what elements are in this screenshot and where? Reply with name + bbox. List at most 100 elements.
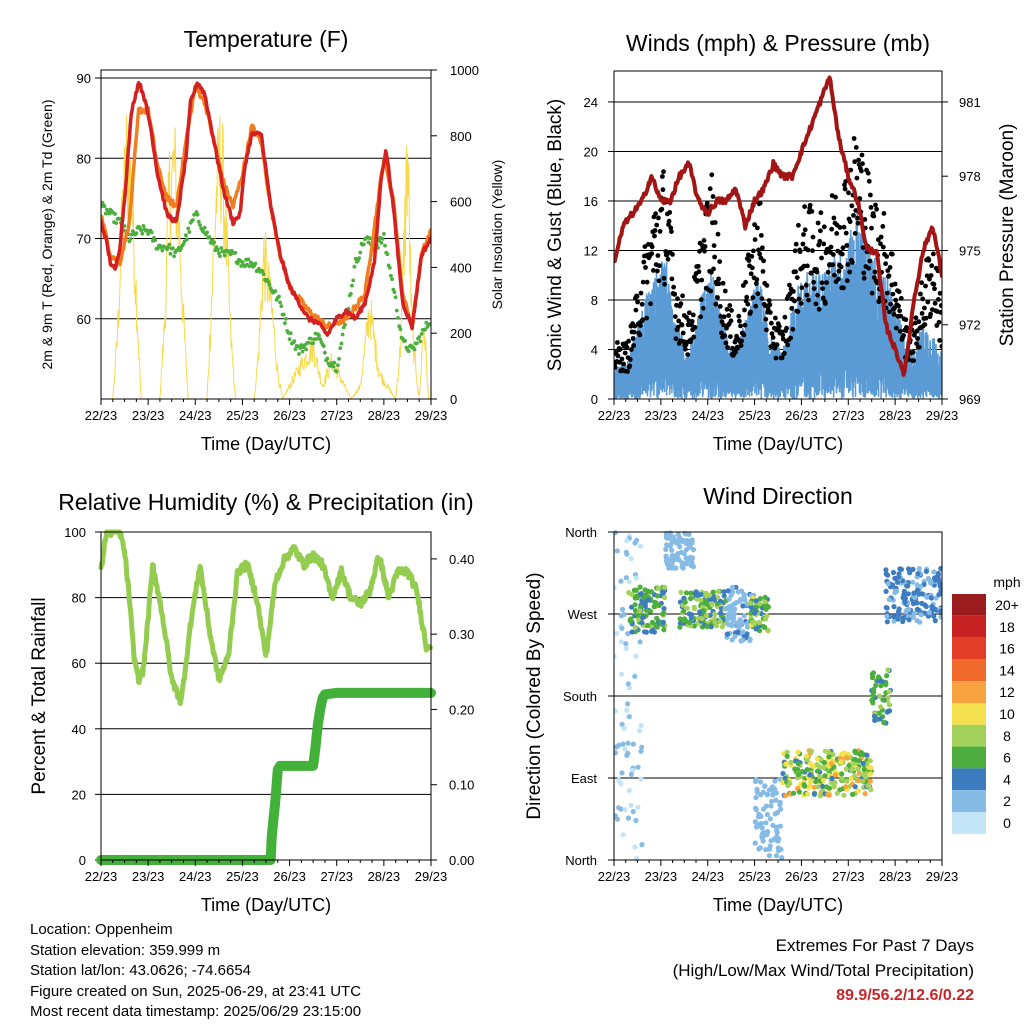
- direction-point: [912, 594, 918, 601]
- gust-point: [722, 288, 728, 294]
- direction-point: [783, 761, 789, 767]
- direction-point: [776, 836, 782, 842]
- direction-point: [885, 581, 891, 587]
- gust-point: [643, 265, 648, 270]
- gust-point: [719, 330, 724, 336]
- gust-point: [814, 269, 820, 275]
- dewpoint-point: [114, 221, 119, 226]
- direction-point: [811, 791, 818, 797]
- x-tick-label: 24/23: [179, 869, 212, 884]
- x-tick-label: 23/23: [645, 408, 678, 423]
- gust-point: [699, 277, 705, 283]
- direction-point: [889, 582, 896, 588]
- gust-point: [923, 315, 929, 321]
- direction-point: [774, 809, 781, 816]
- direction-point: [780, 780, 786, 786]
- direction-point: [669, 539, 675, 545]
- direction-point: [614, 584, 617, 591]
- direction-point: [712, 619, 718, 625]
- direction-point: [860, 760, 866, 767]
- direction-point: [735, 589, 741, 595]
- direction-point: [862, 791, 868, 797]
- direction-point: [752, 610, 758, 616]
- y2-tick-label: 969: [959, 392, 981, 407]
- direction-point: [850, 791, 856, 798]
- x-tick-label: 27/23: [832, 869, 865, 884]
- direction-point: [753, 777, 759, 783]
- gust-point: [836, 268, 842, 274]
- direction-point: [839, 776, 845, 782]
- y-tick-label: 12: [584, 243, 598, 258]
- gust-point: [836, 276, 841, 282]
- direction-point: [926, 610, 933, 616]
- direction-point: [817, 764, 823, 770]
- y-tick-label: 60: [77, 312, 91, 327]
- pressure-series: [614, 75, 942, 377]
- direction-point: [804, 767, 810, 773]
- gust-point: [622, 350, 628, 356]
- gust-point: [819, 255, 824, 261]
- gust-point: [854, 175, 860, 181]
- direction-point: [708, 624, 714, 630]
- gust-point: [936, 297, 941, 302]
- gust-point: [788, 335, 793, 341]
- gust-point: [928, 311, 933, 317]
- direction-point: [922, 602, 928, 608]
- dewpoint-point: [201, 230, 206, 234]
- direction-point: [893, 588, 899, 594]
- gust-point: [637, 332, 643, 338]
- direction-point: [619, 671, 625, 677]
- direction-point: [685, 539, 691, 545]
- gust-point: [725, 345, 730, 350]
- direction-point: [725, 588, 731, 594]
- direction-point: [703, 613, 710, 619]
- direction-point: [924, 594, 930, 600]
- x-tick-label: 29/23: [415, 408, 448, 423]
- x-tick-label: 26/23: [273, 408, 306, 423]
- direction-point: [713, 623, 720, 629]
- y-tick-label: 40: [72, 722, 86, 737]
- direction-point: [898, 566, 905, 572]
- direction-point: [728, 603, 734, 610]
- dewpoint-point: [153, 238, 158, 243]
- direction-point: [911, 590, 917, 596]
- direction-point: [638, 722, 644, 729]
- gust-point: [644, 315, 649, 321]
- direction-point: [857, 751, 863, 757]
- gust-point: [735, 345, 741, 351]
- y-tick-label: 100: [64, 525, 86, 540]
- gust-point: [662, 281, 667, 287]
- direction-point: [637, 584, 643, 590]
- dewpoint-point: [351, 278, 356, 283]
- dewpoint-point: [423, 327, 427, 332]
- direction-point: [767, 816, 773, 822]
- gust-point: [696, 269, 702, 275]
- gust-point: [654, 268, 660, 274]
- direction-point: [660, 611, 666, 617]
- gust-point: [692, 324, 698, 330]
- direction-point: [747, 638, 753, 644]
- direction-point: [677, 538, 683, 544]
- y2-axis-label: Solar Insolation (Yellow): [489, 160, 505, 310]
- gust-point: [821, 241, 827, 247]
- gust-point: [878, 241, 883, 247]
- gust-point: [842, 186, 848, 192]
- gust-point: [853, 145, 859, 150]
- direction-point: [916, 607, 922, 613]
- gust-point: [640, 279, 646, 285]
- direction-point: [640, 615, 646, 621]
- gust-point: [931, 281, 937, 287]
- direction-point: [877, 716, 883, 722]
- gust-point: [736, 313, 742, 319]
- gust-point: [802, 204, 807, 210]
- direction-point: [626, 590, 632, 596]
- gust-point: [744, 294, 750, 300]
- direction-point: [640, 599, 646, 606]
- gust-point: [784, 325, 789, 331]
- direction-point: [867, 771, 874, 777]
- direction-point: [878, 704, 884, 710]
- direction-point: [852, 773, 858, 780]
- gust-point: [796, 222, 801, 228]
- direction-point: [619, 770, 625, 776]
- y-tick-label: 4: [591, 342, 598, 357]
